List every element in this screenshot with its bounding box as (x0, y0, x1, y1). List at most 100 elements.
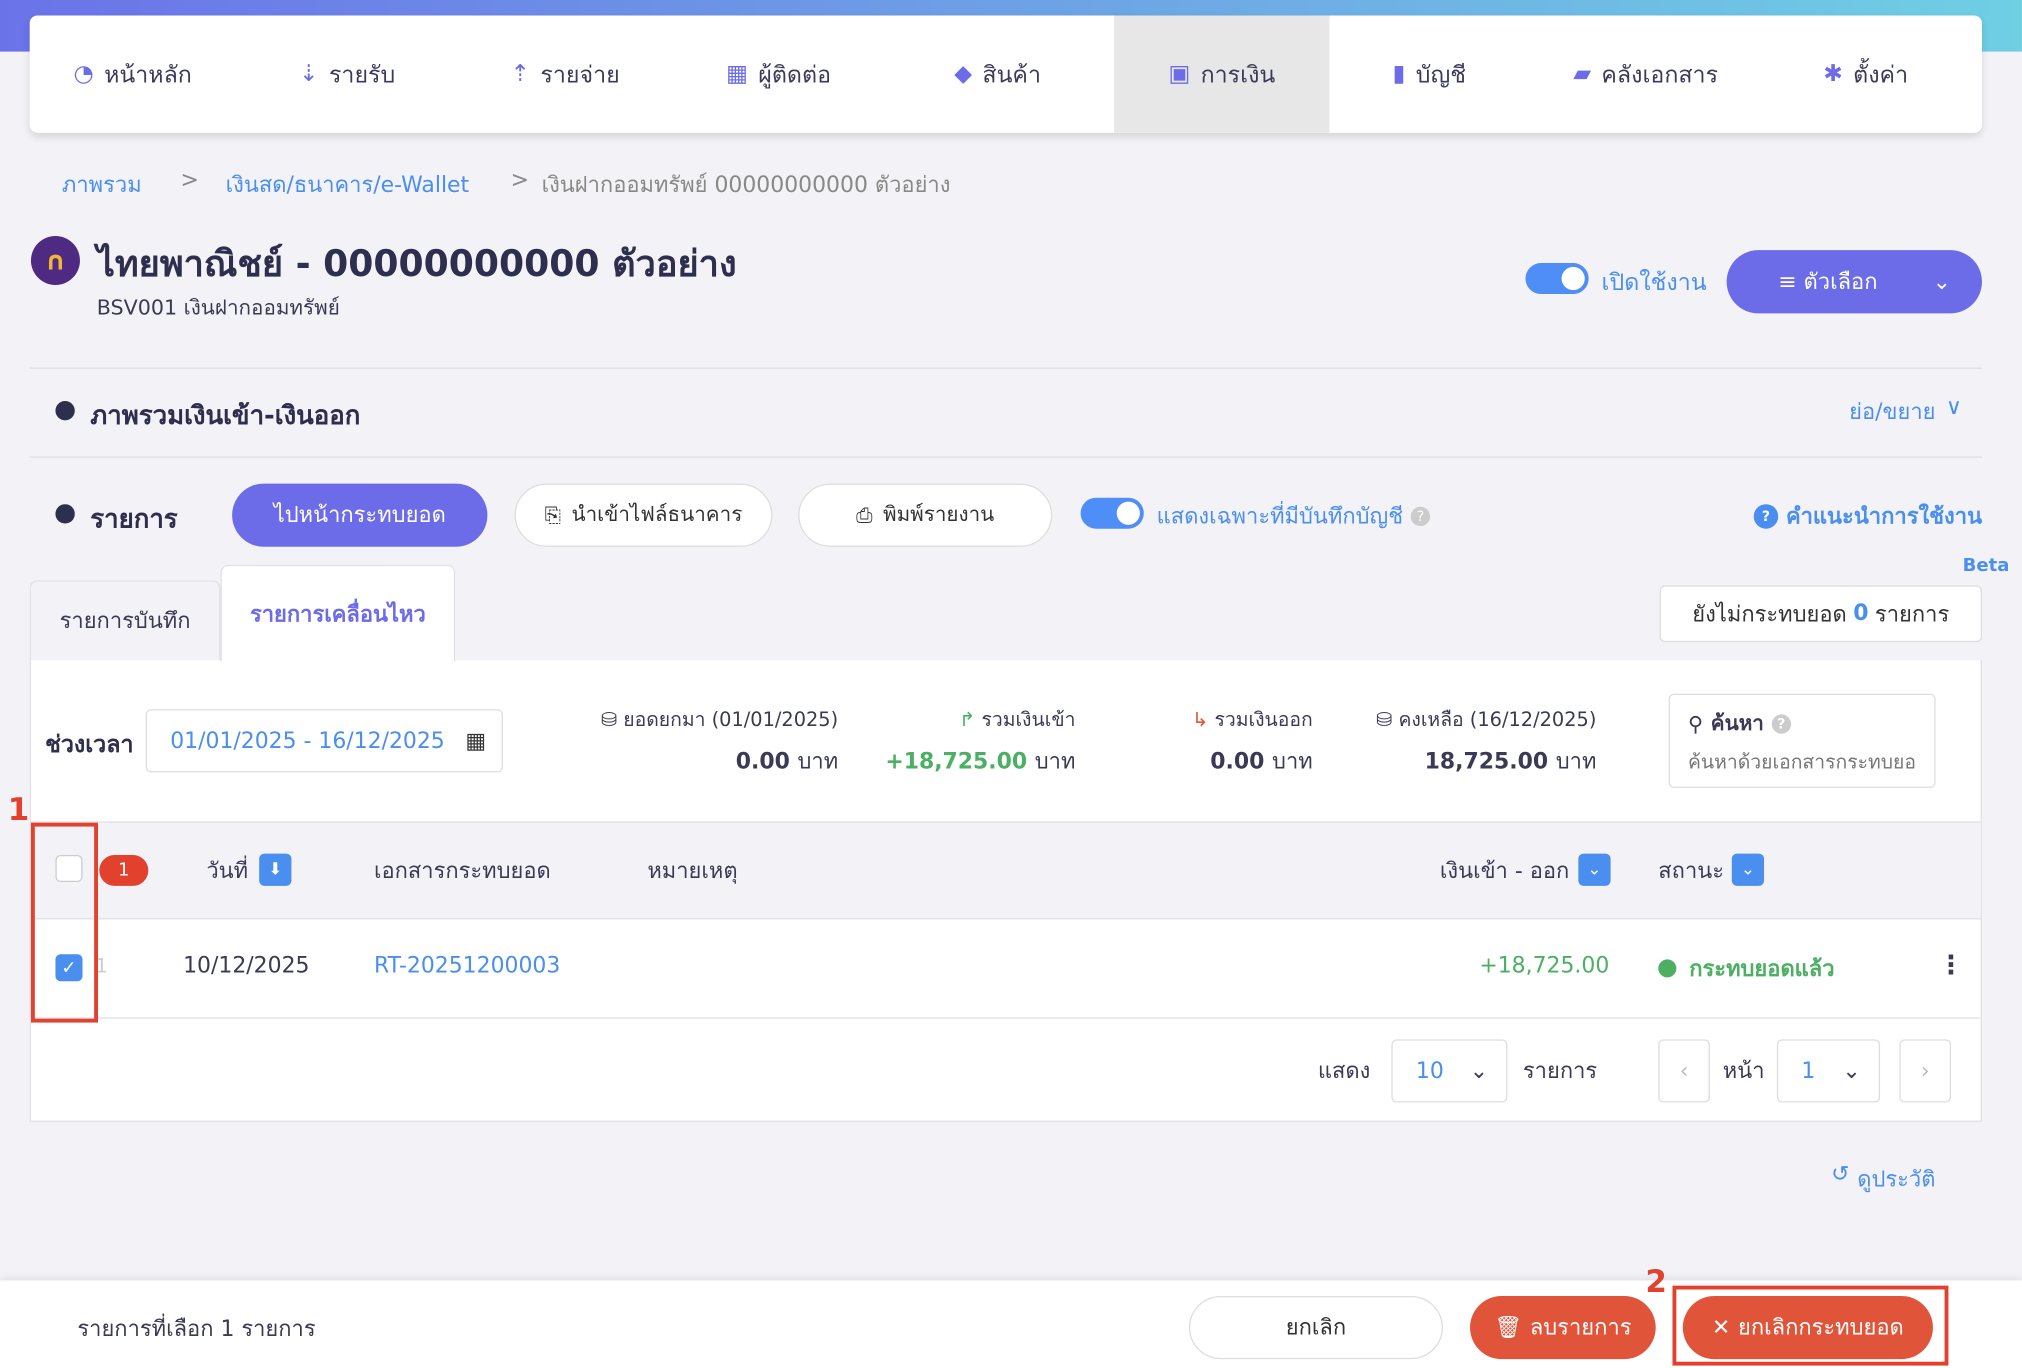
tab-recorded[interactable]: รายการบันทึก (29, 580, 221, 661)
unreconciled-prefix: ยังไม่กระทบยอด (1692, 601, 1847, 628)
nav-item-contacts[interactable]: ▦ ผู้ติดต่อ (726, 15, 831, 132)
trash-icon: 🗑 (1494, 1314, 1523, 1341)
column-amount: เงินเข้า - ออก (1439, 858, 1570, 885)
delete-label: ลบรายการ (1529, 1315, 1632, 1342)
go-reconcile-button[interactable]: ไปหน้ากระทบยอด (232, 483, 488, 547)
divider (29, 456, 1982, 458)
annotation-box-2 (1672, 1285, 1949, 1366)
nav-item-home[interactable]: ◔ หน้าหลัก (74, 15, 192, 132)
filter-toggle[interactable] (1080, 497, 1144, 529)
box-icon: ◆ (954, 60, 973, 88)
row-index: 1 (95, 954, 108, 978)
search-label-row: ⚲ ค้นหา? (1688, 708, 1916, 740)
summary-expense-value: 0.00 บาท (1096, 744, 1313, 779)
summary-opening-label: ⛁ ยอดยกมา (01/01/2025) (542, 704, 838, 735)
search-box[interactable]: ⚲ ค้นหา? (1668, 693, 1936, 788)
summary-balance-label: ⛁ คงเหลือ (16/12/2025) (1328, 704, 1596, 735)
selected-count-badge: 1 (99, 854, 149, 886)
select-all-checkbox[interactable] (55, 854, 83, 883)
summary-value: +18,725.00 (885, 749, 1028, 775)
breadcrumb-overview[interactable]: ภาพรวม (61, 172, 142, 199)
chevron-down-icon: ∨ (1945, 394, 1962, 421)
collapse-label: ย่อ/ขยาย (1849, 399, 1936, 426)
search-input[interactable] (1687, 750, 1917, 774)
unreconciled-button[interactable]: ยังไม่กระทบยอด 0 รายการ (1659, 585, 1982, 643)
prev-page-button[interactable]: ‹ (1658, 1039, 1710, 1103)
calendar-icon: ▦ (465, 727, 487, 754)
close-icon: ✕ (1711, 1314, 1731, 1341)
cancel-button[interactable]: ยกเลิก (1188, 1295, 1443, 1360)
divider (29, 367, 1982, 369)
summary-value: 0.00 (735, 749, 790, 775)
status-dot (1658, 959, 1677, 978)
nav-label: ผู้ติดต่อ (758, 61, 832, 89)
summary-opening-value: 0.00 บาท (542, 744, 838, 779)
breadcrumb-cash-bank[interactable]: เงินสด/ธนาคาร/e-Wallet (225, 172, 470, 199)
page-label: หน้า (1722, 1058, 1765, 1085)
income-icon: ⇣ (299, 60, 319, 88)
nav-item-documents[interactable]: ▰ คลังเอกสาร (1573, 15, 1718, 132)
unreconcile-button[interactable]: ✕ ยกเลิกกระทบยอด (1682, 1295, 1933, 1360)
history-label: ดูประวัติ (1857, 1166, 1936, 1193)
page-title: ไทยพาณิชย์ - 00000000000 ตัวอย่าง (96, 242, 737, 285)
nav-item-accounting[interactable]: ▮ บัญชี (1393, 15, 1466, 132)
nav-item-income[interactable]: ⇣ รายรับ (299, 15, 395, 132)
options-label: ≡ ตัวเลือก (1778, 269, 1878, 296)
nav-item-products[interactable]: ◆ สินค้า (954, 15, 1041, 132)
import-bank-file-button[interactable]: ⎘ นำเข้าไฟล์ธนาคาร (514, 483, 773, 547)
nav-label: หน้าหลัก (104, 61, 192, 89)
list-title: รายการ (90, 502, 178, 534)
row-checkbox[interactable]: ✓ (55, 954, 83, 982)
column-note: หมายเหตุ (647, 858, 738, 885)
summary-balance-value: 18,725.00 บาท (1328, 744, 1597, 779)
delete-items-button[interactable]: 🗑 ลบรายการ (1470, 1295, 1656, 1360)
page-size-label: แสดง (1317, 1058, 1371, 1085)
print-report-button[interactable]: ⎙ พิมพ์รายงาน (798, 483, 1053, 547)
collapse-toggle[interactable]: ย่อ/ขยาย ∨ (1849, 395, 1962, 430)
view-history-link[interactable]: ↺ ดูประวัติ (1831, 1162, 1935, 1197)
import-file-icon: ⎘ (544, 502, 562, 527)
nav-item-finance[interactable]: ▣ การเงิน (1114, 15, 1330, 133)
arrow-out-icon: ↳ (1192, 707, 1209, 732)
unreconcile-label: ยกเลิกกระทบยอด (1738, 1315, 1904, 1342)
folder-icon: ▰ (1573, 60, 1592, 88)
column-document: เอกสารกระทบยอด (373, 858, 551, 885)
options-button[interactable]: ≡ ตัวเลือก ⌄ (1726, 250, 1982, 314)
history-icon: ↺ (1831, 1161, 1850, 1188)
active-toggle[interactable] (1525, 263, 1589, 295)
next-page-button[interactable]: › (1899, 1039, 1952, 1103)
active-toggle-label: เปิดใช้งาน (1601, 269, 1707, 297)
nav-item-expense[interactable]: ⇡ รายจ่าย (511, 15, 620, 132)
row-document-link[interactable]: RT-20251200003 (373, 952, 561, 979)
overview-title: ภาพรวมเงินเข้า-เงินออก (90, 399, 361, 431)
printer-icon: ⎙ (856, 502, 873, 527)
row-more-menu-icon[interactable]: ⋮ (1938, 949, 1964, 981)
money-icon: ▣ (1168, 60, 1191, 88)
summary-unit: บาท (1555, 749, 1597, 775)
page-select[interactable]: 1 ⌄ (1776, 1039, 1881, 1103)
summary-income-value: +18,725.00 บาท (851, 744, 1075, 779)
sort-desc-button[interactable]: ⬇ (259, 853, 292, 886)
tab-movements[interactable]: รายการเคลื่อนไหว (220, 564, 456, 662)
usage-guide-link[interactable]: ? คำแนะนำการใช้งาน (1753, 499, 1982, 534)
dashboard-icon: ◔ (73, 60, 94, 88)
beta-badge: Beta (1962, 555, 2010, 577)
help-icon: ? (1753, 504, 1779, 529)
summary-label: รวมเงินออก (1214, 707, 1313, 732)
amount-filter-dropdown[interactable]: ⌄ (1578, 853, 1611, 886)
page-size-select[interactable]: 10 ⌄ (1391, 1039, 1508, 1103)
summary-unit: บาท (1272, 749, 1313, 775)
contacts-icon: ▦ (725, 60, 748, 88)
status-filter-dropdown[interactable]: ⌄ (1731, 853, 1765, 886)
summary-income-label: ↱ รวมเงินเข้า (851, 704, 1075, 735)
summary-label: คงเหลือ (16/12/2025) (1398, 707, 1597, 732)
help-icon[interactable]: ? (1410, 506, 1431, 527)
period-date-range-input[interactable]: 01/01/2025 - 16/12/2025 ▦ (145, 709, 503, 773)
section-bullet (55, 504, 75, 524)
selected-items-text: รายการที่เลือก 1 รายการ (77, 1316, 316, 1343)
help-icon[interactable]: ? (1771, 714, 1791, 734)
annotation-box-1 (30, 822, 99, 1023)
nav-item-settings[interactable]: ✱ ตั้งค่า (1823, 15, 1908, 132)
nav-label: รายจ่าย (540, 61, 620, 89)
bank-logo: ∩ (30, 235, 80, 285)
